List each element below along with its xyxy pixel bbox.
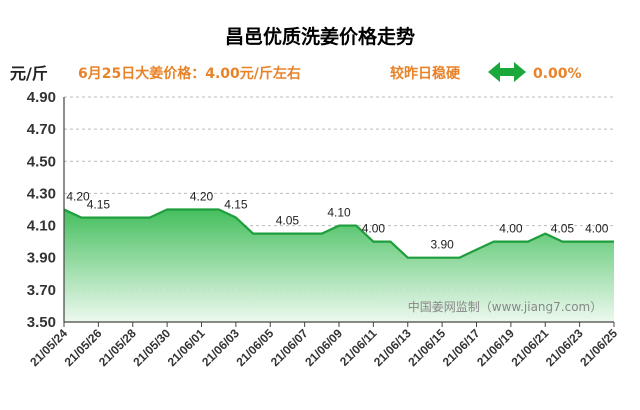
trend-value: 0.00% <box>533 66 582 82</box>
y-tick-label: 4.70 <box>27 121 56 138</box>
price-area <box>64 209 614 322</box>
y-tick-label: 3.70 <box>27 282 56 299</box>
data-label: 4.05 <box>551 222 575 236</box>
data-label: 4.20 <box>66 190 90 204</box>
watermark: 中国姜网监制（www.jiang7.com） <box>408 299 602 314</box>
y-tick-label: 4.90 <box>27 89 56 106</box>
y-tick-label: 3.50 <box>27 314 56 331</box>
data-label: 3.90 <box>430 238 454 252</box>
chart-title: 昌邑优质洗姜价格走势 <box>225 25 415 48</box>
price-line <box>63 208 614 259</box>
x-tick-labels: 21/05/2421/05/2621/05/2821/05/3021/06/01… <box>27 322 620 369</box>
data-label: 4.00 <box>499 222 523 236</box>
y-tick-labels: 4.90 4.70 4.50 4.30 4.10 3.90 3.70 3.50 <box>27 89 56 331</box>
double-arrow-icon <box>488 62 526 82</box>
data-label: 4.20 <box>190 190 214 204</box>
x-tick-label: 21/06/09 <box>302 326 345 369</box>
x-tick-label: 21/06/25 <box>577 326 620 369</box>
y-tick-label: 4.30 <box>27 185 56 202</box>
data-labels: 4.204.154.204.154.054.104.003.904.00 4.05… <box>66 190 608 252</box>
y-tick-label: 4.10 <box>27 218 56 235</box>
y-axis-unit: 元/斤 <box>10 64 48 83</box>
data-label: 4.15 <box>224 198 248 212</box>
data-label: 4.10 <box>327 206 351 220</box>
data-label: 4.05 <box>276 214 300 228</box>
data-label: 4.00 <box>585 222 609 236</box>
series-line <box>63 208 614 259</box>
area-fill <box>64 209 614 322</box>
y-tick-label: 4.50 <box>27 153 56 170</box>
data-label: 4.00 <box>362 222 386 236</box>
y-tick-label: 3.90 <box>27 250 56 267</box>
price-annotation: 6月25日大姜价格：4.00元/斤左右 <box>78 65 301 82</box>
data-label: 4.15 <box>87 198 111 212</box>
trend-label: 较昨日稳硬 <box>390 65 461 82</box>
